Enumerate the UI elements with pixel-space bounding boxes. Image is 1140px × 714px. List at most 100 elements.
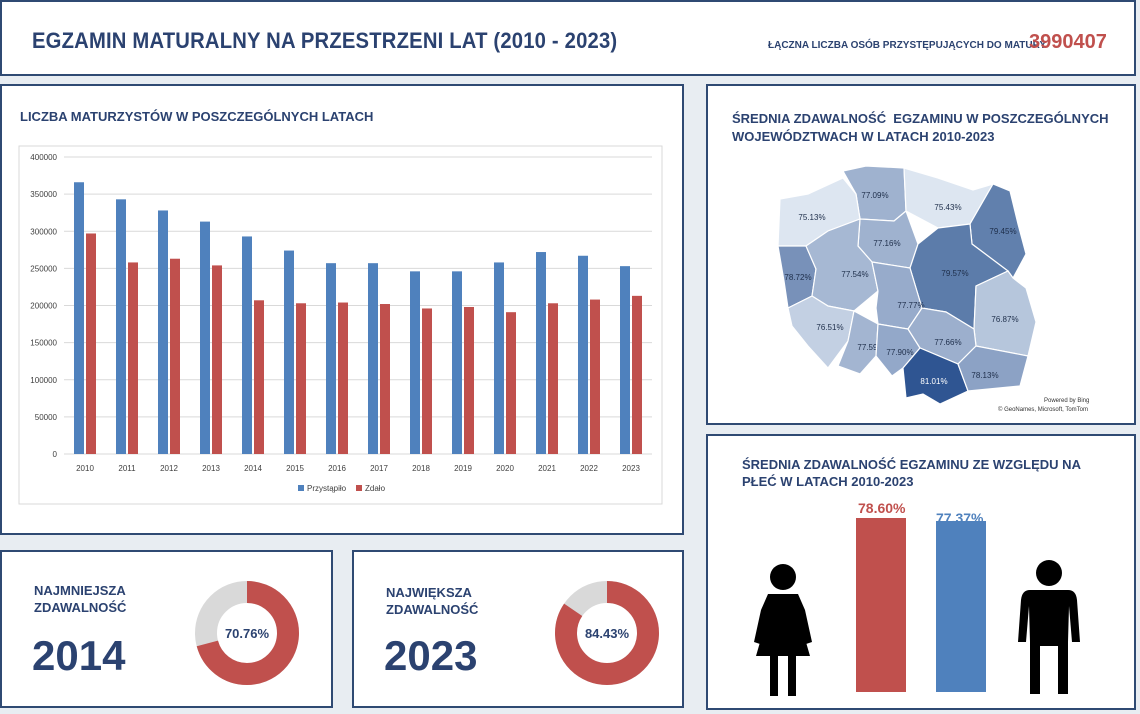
bar-chart-title: LICZBA MATURZYSTÓW W POSZCZEGÓLNYCH LATA… [20, 109, 374, 124]
gender-panel: ŚREDNIA ZDAWALNOŚĆ EGZAMINU ZE WZGLĘDU N… [706, 434, 1136, 710]
legend-label: Zdało [365, 484, 386, 493]
x-tick-label: 2011 [118, 464, 136, 473]
region-shape [902, 347, 969, 405]
x-tick-label: 2013 [202, 464, 220, 473]
y-tick-label: 50000 [35, 413, 58, 422]
bar-przystapilo [116, 199, 126, 454]
kpi-min-donut [195, 581, 299, 685]
region-label: 77.16% [873, 239, 900, 248]
x-tick-label: 2022 [580, 464, 598, 473]
bar-przystapilo [620, 266, 630, 454]
region-label: 81.01% [920, 377, 947, 386]
bar-chart: 0 50000 100000 150000 200000 250000 300000 3500… [18, 145, 663, 505]
kpi-min-panel: NAJMNIEJSZA ZDAWALNOŚĆ 2014 70.76% [0, 550, 333, 708]
header-panel: EGZAMIN MATURALNY NA PRZESTRZENI LAT (20… [0, 0, 1136, 76]
y-tick-label: 350000 [30, 190, 57, 199]
region-label: 75.13% [798, 213, 825, 222]
bar-zdalo [632, 295, 642, 454]
bar-zdalo [422, 308, 432, 454]
bar-przystapilo [578, 255, 588, 454]
bar-chart-panel: LICZBA MATURZYSTÓW W POSZCZEGÓLNYCH LATA… [0, 84, 684, 535]
bar-zdalo [506, 312, 516, 454]
y-tick-label: 150000 [30, 339, 57, 348]
bar-zdalo [86, 233, 96, 454]
region-label: 76.51% [816, 323, 843, 332]
female-bar [856, 518, 906, 692]
total-label: ŁĄCZNA LICZBA OSÓB PRZYSTĘPUJĄCYCH DO MA… [768, 40, 1047, 51]
region-map: 77.09% 75.43% 75.13% 77.16% 79.45% 78.72% 77.5… [777, 165, 1037, 405]
kpi-max-donut [555, 581, 659, 685]
kpi-max-pct: 84.43% [584, 626, 630, 641]
bar-przystapilo [368, 263, 378, 454]
x-tick-label: 2020 [496, 464, 514, 473]
x-tick-label: 2015 [286, 464, 304, 473]
kpi-max-year: 2023 [384, 632, 478, 679]
bar-przystapilo [242, 236, 252, 454]
bar-zdalo [548, 303, 558, 454]
bar-przystapilo [410, 271, 420, 454]
y-tick-label: 0 [53, 450, 58, 459]
bar-przystapilo [494, 262, 504, 454]
map-title-line1: ŚREDNIA ZDAWALNOŚĆ EGZAMINU W POSZCZEGÓL… [732, 111, 1109, 126]
gender-title-line2: PŁEĆ W LATACH 2010-2023 [742, 474, 914, 489]
legend-label: Przystąpiło [307, 484, 347, 493]
region-label: 78.72% [784, 273, 811, 282]
region-label: 79.57% [941, 269, 968, 278]
map-credit-2: © GeoNames, Microsoft, TomTom [998, 407, 1088, 413]
bar-zdalo [128, 262, 138, 454]
region-label: 77.54% [841, 270, 868, 279]
x-tick-label: 2023 [622, 464, 640, 473]
gender-title-line1: ŚREDNIA ZDAWALNOŚĆ EGZAMINU ZE WZGLĘDU N… [742, 457, 1081, 472]
kpi-min-label-2: ZDAWALNOŚĆ [34, 600, 127, 615]
x-tick-label: 2016 [328, 464, 346, 473]
x-tick-label: 2017 [370, 464, 388, 473]
bar-przystapilo [326, 263, 336, 454]
donut-value-arc [555, 581, 659, 685]
donut-value-arc [195, 581, 299, 685]
page-title: EGZAMIN MATURALNY NA PRZESTRZENI LAT (20… [32, 28, 618, 53]
bar-zdalo [338, 302, 348, 454]
legend-swatch [356, 485, 362, 491]
total-value: 3990407 [1029, 31, 1107, 53]
map-panel: ŚREDNIA ZDAWALNOŚĆ EGZAMINU W POSZCZEGÓL… [706, 84, 1136, 425]
male-bar [936, 521, 986, 692]
y-tick-label: 400000 [30, 153, 57, 162]
region-label: 77.09% [861, 191, 888, 200]
bar-zdalo [464, 306, 474, 454]
y-tick-label: 250000 [30, 264, 57, 273]
region-label: 77.77% [897, 301, 924, 310]
female-pct-label: 78.60% [858, 500, 906, 516]
map-title-line2: WOJEWÓDZTWACH W LATACH 2010-2023 [732, 129, 995, 144]
x-tick-label: 2021 [538, 464, 556, 473]
female-icon [754, 564, 812, 696]
bar-zdalo [590, 299, 600, 454]
region-label: 75.43% [934, 203, 961, 212]
y-tick-label: 100000 [30, 376, 57, 385]
region-label: 76.87% [991, 315, 1018, 324]
y-tick-label: 300000 [30, 227, 57, 236]
x-tick-label: 2019 [454, 464, 472, 473]
x-tick-label: 2018 [412, 464, 430, 473]
kpi-min-year: 2014 [32, 632, 126, 679]
bar-zdalo [212, 265, 222, 454]
region-shape [973, 270, 1037, 357]
x-tick-label: 2014 [244, 464, 262, 473]
kpi-max-label-1: NAJWIĘKSZA [386, 585, 472, 600]
bar-zdalo [380, 304, 390, 454]
male-icon [1018, 560, 1080, 694]
bar-przystapilo [452, 271, 462, 454]
y-tick-label: 200000 [30, 302, 57, 311]
bar-przystapilo [536, 252, 546, 454]
kpi-min-label-1: NAJMNIEJSZA [34, 583, 126, 598]
region-label: 77.66% [934, 338, 961, 347]
region-label: 77.90% [886, 348, 913, 357]
bar-zdalo [254, 300, 264, 454]
region-label: 77.59% [857, 343, 884, 352]
bar-przystapilo [200, 221, 210, 454]
bar-przystapilo [74, 182, 84, 454]
region-label: 79.45% [989, 227, 1016, 236]
x-tick-label: 2010 [76, 464, 94, 473]
legend-swatch [298, 485, 304, 491]
bar-zdalo [170, 258, 180, 454]
map-credit-1: Powered by Bing [1044, 398, 1090, 404]
